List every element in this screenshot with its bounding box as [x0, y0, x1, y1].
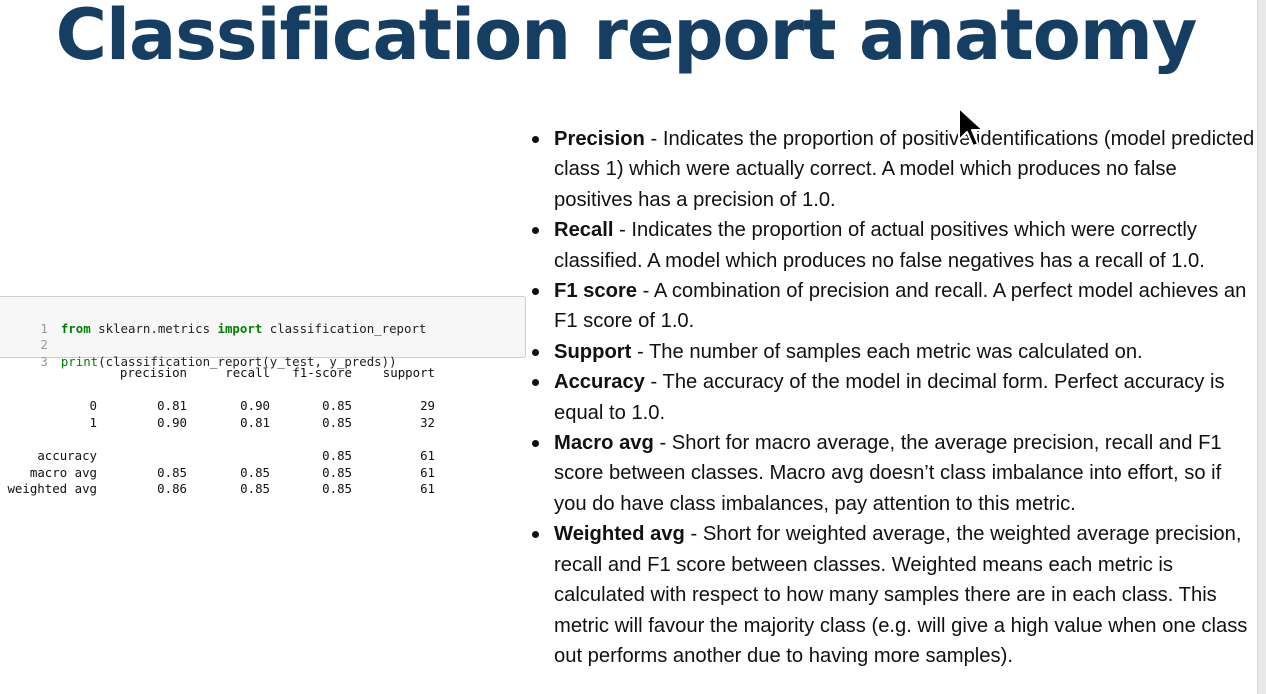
print-arguments: (classification_report(y_test, y_preds)): [98, 354, 397, 369]
definition-text: - Short for macro average, the average p…: [554, 432, 1222, 515]
row-label: 0: [89, 398, 97, 414]
recall-value: 0.90: [240, 398, 270, 414]
definition-term: Macro avg: [554, 432, 654, 455]
keyword-from: from: [60, 321, 91, 336]
f1-value: 0.85: [322, 414, 352, 430]
f1-value: 0.85: [322, 398, 352, 414]
report-row: 1 0.90 0.81 0.85 32: [0, 415, 520, 432]
support-value: 32: [420, 414, 435, 430]
definition-f1-score: F1 score - A combination of precision an…: [528, 276, 1258, 337]
row-label: weighted avg: [7, 481, 97, 497]
header-precision: precision: [119, 365, 187, 380]
definition-precision: Precision - Indicates the proportion of …: [528, 124, 1258, 215]
recall-value: 0.85: [240, 464, 270, 480]
report-row: macro avg 0.85 0.85 0.85 61: [0, 465, 520, 482]
metric-definitions-list: Precision - Indicates the proportion of …: [528, 124, 1258, 671]
definition-macro-avg: Macro avg - Short for macro average, the…: [528, 428, 1258, 519]
definition-text: - A combination of precision and recall.…: [554, 280, 1247, 333]
precision-value: 0.85: [157, 464, 187, 480]
code-line-2: 2: [0, 321, 61, 352]
imported-name: classification_report: [262, 321, 427, 336]
definition-term: Support: [554, 340, 632, 363]
definition-text: - Indicates the proportion of positive i…: [554, 128, 1255, 211]
row-label: accuracy: [37, 447, 97, 463]
support-value: 61: [420, 464, 435, 480]
builtin-print: print: [60, 354, 99, 369]
precision-value: 0.86: [157, 481, 187, 497]
report-header-row: precision recall f1-score support: [0, 365, 520, 382]
definition-weighted-avg: Weighted avg - Short for weighted averag…: [528, 519, 1258, 671]
row-label: macro avg: [29, 464, 97, 480]
report-blank-row: [0, 382, 520, 399]
precision-value: 0.81: [157, 398, 187, 414]
definition-term: Weighted avg: [554, 523, 685, 546]
recall-value: 0.85: [240, 481, 270, 497]
definition-text: - Short for weighted average, the weight…: [554, 523, 1248, 667]
definition-accuracy: Accuracy - The accuracy of the model in …: [528, 367, 1258, 428]
f1-value: 0.85: [322, 464, 352, 480]
support-value: 61: [420, 447, 435, 463]
definition-term: Precision: [554, 128, 645, 150]
precision-value: 0.90: [157, 414, 187, 430]
definition-term: Accuracy: [554, 371, 645, 394]
definition-text: - The accuracy of the model in decimal f…: [554, 371, 1225, 424]
definition-text: - The number of samples each metric was …: [631, 340, 1143, 363]
header-recall: recall: [225, 365, 270, 380]
support-value: 29: [420, 398, 435, 414]
definition-text: - Indicates the proportion of actual pos…: [554, 219, 1205, 272]
line-number: 1: [40, 321, 48, 336]
f1-value: 0.85: [322, 481, 352, 497]
header-f1-score: f1-score: [292, 365, 352, 380]
recall-value: 0.81: [240, 414, 270, 430]
support-value: 61: [420, 481, 435, 497]
mouse-cursor-icon: [958, 107, 984, 147]
definition-support: Support - The number of samples each met…: [528, 337, 1258, 367]
definition-term: F1 score: [554, 280, 638, 303]
f1-value: 0.85: [322, 447, 352, 463]
row-label: 1: [89, 414, 97, 430]
report-row: weighted avg 0.86 0.85 0.85 61: [0, 481, 520, 498]
report-blank-row: [0, 431, 520, 448]
module-name: sklearn.metrics: [90, 321, 218, 336]
report-row: 0 0.81 0.90 0.85 29: [0, 398, 520, 415]
line-number: 3: [40, 354, 48, 369]
code-line-1: 1 from sklearn.metrics import classificat…: [0, 305, 426, 336]
definition-recall: Recall - Indicates the proportion of act…: [528, 215, 1258, 276]
line-number: 2: [40, 337, 48, 352]
classification-report-output: precision recall f1-score support 0 0.81…: [0, 365, 520, 498]
window-edge: [1257, 0, 1266, 694]
report-row: accuracy 0.85 61: [0, 448, 520, 465]
definition-term: Recall: [554, 219, 614, 242]
code-line-3: 3 print(classification_report(y_test, y_p…: [0, 338, 396, 369]
header-support: support: [382, 365, 435, 380]
keyword-import: import: [217, 321, 263, 336]
code-cell[interactable]: 1 from sklearn.metrics import classificat…: [0, 296, 526, 369]
slide-title: Classification report anatomy: [55, 0, 1198, 76]
